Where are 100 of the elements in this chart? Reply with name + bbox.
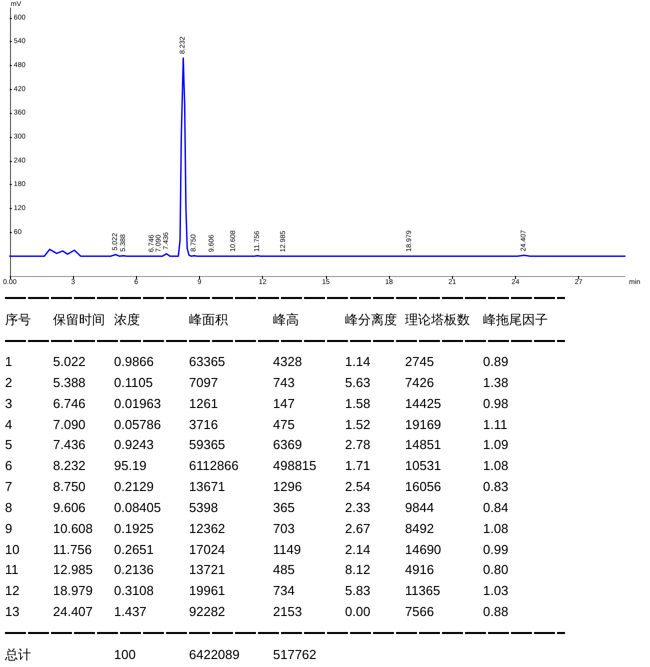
data-label: 0.2129: [114, 479, 154, 495]
data-label: 3716: [189, 416, 218, 432]
data-label: 0.80: [483, 562, 508, 578]
data-label: 4916: [405, 562, 434, 578]
data-label: 0.99: [483, 542, 508, 558]
data-label: 6112866: [189, 458, 239, 474]
data-label: 2153: [273, 604, 302, 620]
data-label: 95.19: [114, 458, 147, 474]
y-axis-title: 序号: [5, 312, 31, 328]
data-label: 1.08: [483, 520, 508, 537]
y-tick-label: 总计: [5, 647, 31, 663]
data-label: 6.746: [53, 396, 86, 412]
data-label: 7566: [405, 604, 434, 620]
data-label: 0.05786: [114, 416, 161, 432]
data-label: 2.33: [345, 500, 370, 516]
data-label: 1261: [189, 396, 218, 412]
data-label: 14690: [405, 542, 442, 558]
data-label: 7097: [189, 374, 218, 391]
y-tick-label: 8: [5, 500, 12, 516]
data-label: 0.98: [483, 396, 508, 412]
data-label: 8492: [405, 520, 434, 537]
x-tick-label: 峰拖尾因子: [483, 312, 548, 328]
data-label: 59365: [189, 437, 226, 454]
data-label: 2.14: [345, 542, 370, 558]
data-label: 0.9243: [114, 437, 154, 454]
data-label: 13671: [189, 479, 226, 495]
data-label: 1.58: [345, 396, 370, 412]
data-label: 1.03: [483, 583, 508, 600]
data-label: 7.436: [53, 437, 86, 454]
data-label: 0.88: [483, 604, 508, 620]
y-tick-label: 11: [5, 562, 18, 578]
data-label: 2745: [405, 354, 434, 370]
data-label: 4328: [273, 354, 302, 370]
data-label: 5.388: [53, 374, 86, 391]
data-label: 92282: [189, 604, 226, 620]
data-label: 517762: [273, 647, 316, 663]
data-label: 9.606: [53, 500, 86, 516]
data-label: 485: [273, 562, 295, 578]
data-label: 1.38: [483, 374, 508, 391]
data-label: 9844: [405, 500, 434, 516]
data-label: 8.750: [53, 479, 86, 495]
line-series: [9, 57, 626, 257]
data-label: 5.83: [345, 583, 370, 600]
y-tick-label: 9: [5, 520, 12, 537]
data-label: 0.1105: [114, 374, 153, 391]
data-label: 365: [273, 500, 295, 516]
data-label: 12362: [189, 520, 226, 537]
data-label: 5398: [189, 500, 218, 516]
y-tick-label: 12: [5, 583, 20, 600]
data-label: 6369: [273, 437, 302, 454]
data-label: 1296: [273, 479, 302, 495]
data-label: 147: [273, 396, 295, 412]
data-label: 10531: [405, 458, 442, 474]
data-label: 1.437: [114, 604, 147, 620]
data-label: 1.52: [345, 416, 370, 432]
data-label: 11.756: [53, 542, 92, 558]
x-tick-label: 理论塔板数: [405, 312, 470, 328]
data-label: 12.985: [53, 562, 93, 578]
data-label: 0.83: [483, 479, 508, 495]
data-label: 17024: [189, 542, 226, 558]
data-label: 0.1925: [114, 520, 154, 537]
data-label: 0.00: [345, 604, 370, 620]
data-label: 2.78: [345, 437, 370, 454]
data-label: 0.01963: [114, 396, 161, 412]
data-label: 475: [273, 416, 295, 432]
x-tick-label: 浓度: [114, 312, 140, 328]
data-label: 6422089: [189, 647, 240, 663]
data-label: 1.14: [345, 354, 370, 370]
data-label: 0.3108: [114, 583, 154, 600]
data-label: 24.407: [53, 604, 93, 620]
data-label: 0.08405: [114, 500, 161, 516]
data-label: 0.84: [483, 500, 508, 516]
data-label: 19961: [189, 583, 226, 600]
y-tick-label: 3: [5, 396, 12, 412]
x-tick-label: 保留时间: [53, 312, 105, 328]
data-label: 14425: [405, 396, 442, 412]
y-tick-label: 6: [5, 458, 12, 474]
data-label: 2.54: [345, 479, 370, 495]
y-tick-label: 13: [5, 604, 20, 620]
y-tick-label: 7: [5, 479, 12, 495]
data-label: 11365: [405, 583, 440, 600]
data-label: 734: [273, 583, 295, 600]
data-label: 2.67: [345, 520, 370, 537]
data-label: 1.09: [483, 437, 508, 454]
y-tick-label: 1: [5, 354, 12, 370]
data-label: 1.08: [483, 458, 508, 474]
y-tick-label: 10: [5, 542, 20, 558]
y-tick-label: 2: [5, 374, 12, 391]
data-label: 14851: [405, 437, 442, 454]
data-label: 7.090: [53, 416, 86, 432]
data-label: 10.608: [53, 520, 93, 537]
data-label: 0.89: [483, 354, 508, 370]
data-label: 1149: [273, 542, 301, 558]
data-label: 13721: [189, 562, 226, 578]
data-label: 743: [273, 374, 295, 391]
data-label: 8.12: [345, 562, 370, 578]
x-tick-label: 峰分离度: [345, 312, 397, 328]
data-label: 1.71: [345, 458, 370, 474]
data-label: 498815: [273, 458, 316, 474]
data-label: 19169: [405, 416, 442, 432]
